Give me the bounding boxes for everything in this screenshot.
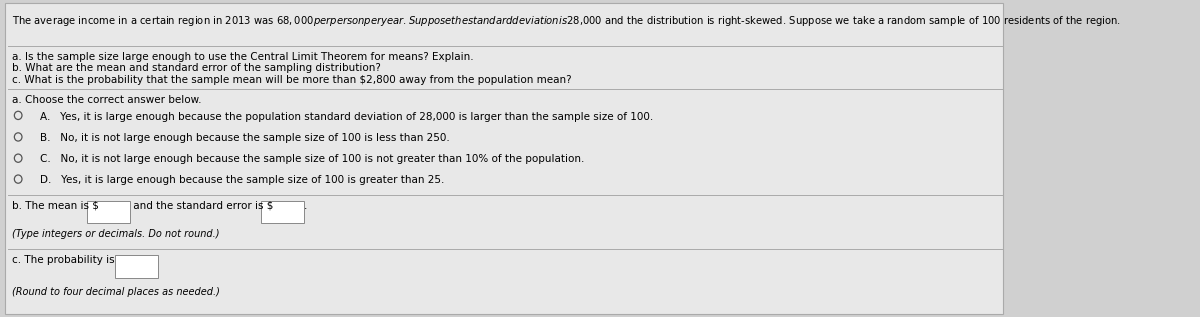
Text: b. What are the mean and standard error of the sampling distribution?: b. What are the mean and standard error … bbox=[12, 63, 380, 74]
Text: b. The mean is $: b. The mean is $ bbox=[12, 201, 98, 211]
Text: a. Choose the correct answer below.: a. Choose the correct answer below. bbox=[12, 95, 202, 105]
FancyBboxPatch shape bbox=[115, 255, 158, 278]
Text: (Round to four decimal places as needed.): (Round to four decimal places as needed.… bbox=[12, 287, 220, 297]
Text: C.   No, it is not large enough because the sample size of 100 is not greater th: C. No, it is not large enough because th… bbox=[41, 154, 584, 165]
FancyBboxPatch shape bbox=[88, 201, 130, 223]
Text: B.   No, it is not large enough because the sample size of 100 is less than 250.: B. No, it is not large enough because th… bbox=[41, 133, 450, 143]
Text: A.   Yes, it is large enough because the population standard deviation of 28,000: A. Yes, it is large enough because the p… bbox=[41, 112, 654, 122]
Text: .: . bbox=[304, 201, 307, 211]
Text: c. The probability is: c. The probability is bbox=[12, 255, 118, 265]
FancyBboxPatch shape bbox=[262, 201, 304, 223]
Text: c. What is the probability that the sample mean will be more than $2,800 away fr: c. What is the probability that the samp… bbox=[12, 75, 571, 86]
Text: The average income in a certain region in 2013 was $68,000 per person per year. : The average income in a certain region i… bbox=[12, 14, 1121, 28]
Text: a. Is the sample size large enough to use the Central Limit Theorem for means? E: a. Is the sample size large enough to us… bbox=[12, 52, 474, 62]
FancyBboxPatch shape bbox=[5, 3, 1003, 314]
Text: (Type integers or decimals. Do not round.): (Type integers or decimals. Do not round… bbox=[12, 229, 220, 239]
Text: D.   Yes, it is large enough because the sample size of 100 is greater than 25.: D. Yes, it is large enough because the s… bbox=[41, 175, 445, 185]
Text: and the standard error is $: and the standard error is $ bbox=[130, 201, 274, 211]
